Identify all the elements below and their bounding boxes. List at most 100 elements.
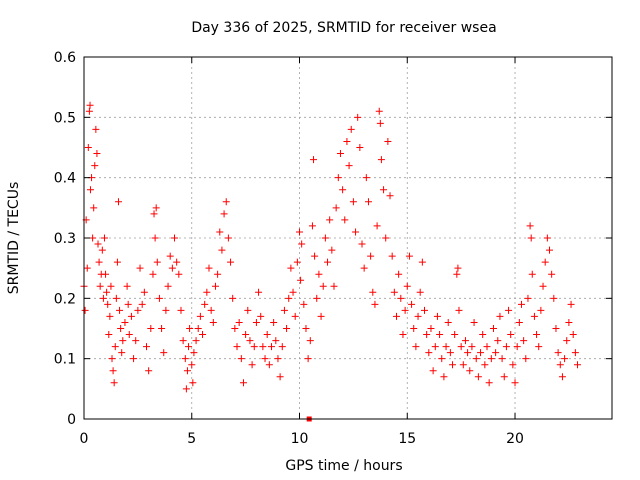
data-point (412, 343, 420, 351)
data-point (453, 270, 461, 278)
y-tick-label: 0.2 (54, 291, 76, 307)
data-point (315, 270, 323, 278)
data-point (150, 210, 158, 218)
data-point (358, 240, 366, 248)
data-point (177, 306, 185, 314)
data-point (98, 246, 106, 254)
data-point (466, 367, 474, 375)
data-point (561, 355, 569, 363)
data-point (257, 312, 265, 320)
data-point (530, 312, 538, 320)
data-point (151, 234, 159, 242)
data-point (414, 312, 422, 320)
data-point (500, 373, 508, 381)
data-point (326, 216, 334, 224)
data-point (438, 355, 446, 363)
data-point (81, 306, 89, 314)
data-point (546, 246, 554, 254)
data-point (446, 349, 454, 357)
y-tick-label: 0.1 (54, 352, 76, 368)
data-point (515, 318, 523, 326)
data-point (211, 282, 219, 290)
data-point (231, 325, 239, 332)
data-point (349, 198, 357, 206)
data-point (569, 331, 577, 339)
data-point (99, 294, 107, 302)
data-point (220, 210, 228, 218)
data-point (140, 288, 148, 296)
data-point (214, 270, 222, 278)
data-point (168, 264, 176, 272)
data-point (496, 312, 504, 320)
data-point (308, 222, 316, 230)
data-point (190, 349, 198, 357)
data-point (136, 264, 144, 272)
data-point (451, 331, 459, 339)
data-point (280, 306, 288, 314)
axis-ticks: 0 0.1 0.2 0.3 0.4 0.5 0.6 0 5 10 15 20 (54, 50, 612, 447)
data-point (552, 325, 560, 332)
data-point (194, 325, 202, 332)
y-axis-title: SRMTID / TECUs (6, 182, 22, 295)
data-point (185, 343, 193, 351)
data-point (334, 174, 342, 182)
data-point (160, 349, 168, 357)
data-point (106, 312, 114, 320)
data-point (296, 228, 304, 236)
data-point (298, 240, 306, 248)
data-point (86, 186, 94, 194)
data-point (162, 306, 170, 314)
data-point (468, 343, 476, 351)
data-point (246, 337, 254, 345)
data-point (537, 306, 545, 314)
data-point (153, 258, 161, 266)
x-axis-title: GPS time / hours (285, 458, 402, 474)
data-point (274, 355, 282, 363)
data-point (188, 361, 196, 369)
data-point (123, 282, 131, 290)
data-point (311, 252, 319, 260)
data-point (181, 355, 189, 363)
data-point (390, 288, 398, 296)
data-point (147, 325, 155, 332)
data-point (442, 343, 450, 351)
data-point (100, 234, 108, 242)
y-tick-label: 0.5 (54, 110, 76, 126)
data-point (270, 318, 278, 326)
data-point (103, 288, 111, 296)
data-point (293, 258, 301, 266)
data-point (116, 306, 124, 314)
data-point (252, 318, 260, 326)
data-point (85, 107, 93, 115)
data-point (267, 343, 275, 351)
data-point (84, 144, 92, 151)
data-point (554, 349, 562, 357)
data-point (95, 258, 103, 266)
data-point (233, 343, 241, 351)
data-point (386, 192, 394, 200)
data-point (472, 355, 480, 363)
data-point (395, 270, 403, 278)
data-point (149, 270, 157, 278)
data-point (94, 240, 102, 248)
data-point (183, 367, 191, 375)
data-point (479, 331, 487, 339)
data-point (556, 361, 564, 369)
data-point (483, 343, 491, 351)
data-point (332, 204, 340, 212)
data-point (324, 258, 332, 266)
data-point (93, 150, 101, 158)
y-tick-label: 0 (67, 412, 76, 428)
data-point (362, 174, 370, 182)
data-point (392, 312, 400, 320)
data-point (528, 270, 536, 278)
data-point (511, 379, 519, 387)
data-point (229, 294, 237, 302)
data-point (310, 156, 318, 164)
data-point (416, 288, 424, 296)
data-point (558, 373, 566, 381)
data-point (248, 361, 256, 369)
chart-title: Day 336 of 2025, SRMTID for receiver wse… (191, 20, 496, 36)
data-point (132, 337, 140, 345)
data-point (186, 325, 194, 332)
